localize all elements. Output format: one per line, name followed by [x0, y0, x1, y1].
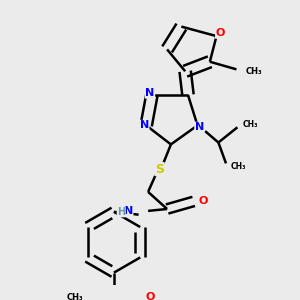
Text: N: N — [140, 120, 149, 130]
Text: CH₃: CH₃ — [246, 67, 262, 76]
Text: O: O — [216, 28, 225, 38]
Text: CH₃: CH₃ — [242, 120, 258, 129]
Text: O: O — [145, 292, 155, 300]
Text: N: N — [146, 88, 154, 98]
Text: CH₃: CH₃ — [67, 293, 83, 300]
Text: S: S — [155, 163, 164, 176]
Text: CH₃: CH₃ — [231, 162, 246, 171]
Text: O: O — [199, 196, 208, 206]
Text: N: N — [195, 122, 204, 132]
Text: H: H — [117, 207, 125, 217]
Text: N: N — [124, 206, 133, 216]
